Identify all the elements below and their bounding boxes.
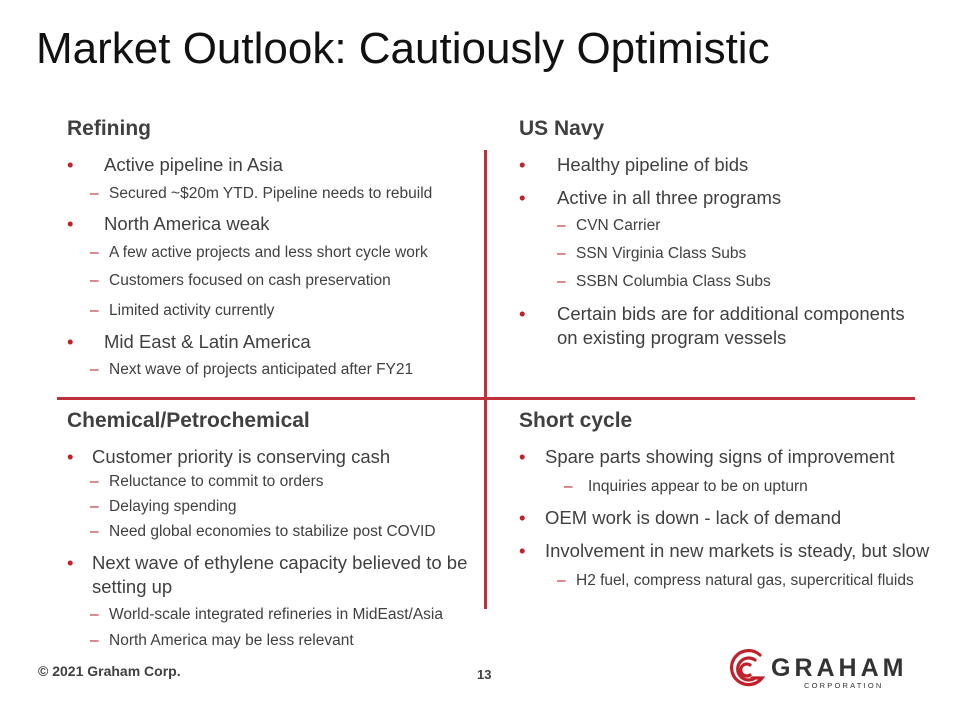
sub-item: – Limited activity currently: [90, 301, 477, 321]
quadrant-us-navy: US Navy • Healthy pipeline of bids • Act…: [519, 117, 939, 350]
logo-wordmark: GRAHAM: [771, 654, 908, 682]
sub-text: North America may be less relevant: [109, 632, 354, 649]
quadrant-heading: Chemical/Petrochemical: [67, 409, 310, 432]
bullet-marker: •: [67, 446, 74, 467]
bullet-item: • Spare parts showing signs of improveme…: [519, 445, 959, 469]
dash-marker: –: [90, 606, 99, 623]
sub-item: – SSBN Columbia Class Subs: [557, 272, 939, 292]
bullet-item: • Mid East & Latin America: [67, 330, 477, 354]
bullet-item: • Certain bids are for additional compon…: [519, 302, 939, 350]
bullet-text: Involvement in new markets is steady, bu…: [545, 540, 930, 561]
bullet-text: North America weak: [104, 213, 270, 234]
bullet-marker: •: [67, 154, 74, 175]
dash-marker: –: [90, 361, 99, 378]
dash-marker: –: [557, 217, 566, 234]
bullet-item: • Healthy pipeline of bids: [519, 153, 939, 177]
bullet-marker: •: [519, 154, 526, 175]
bullet-marker: •: [519, 540, 526, 561]
bullet-text: Mid East & Latin America: [104, 331, 311, 352]
logo-subtitle: CORPORATION: [804, 681, 883, 690]
sub-text: World-scale integrated refineries in Mid…: [109, 606, 443, 623]
graham-logo: GRAHAM CORPORATION: [730, 649, 908, 690]
sub-text: CVN Carrier: [576, 217, 661, 234]
sub-item: – North America may be less relevant: [90, 631, 482, 651]
bullet-text: Spare parts showing signs of improvement: [545, 446, 895, 467]
bullet-item: • Customer priority is conserving cash: [67, 445, 482, 469]
dash-marker: –: [90, 632, 99, 649]
sub-text: Inquiries appear to be on upturn: [588, 478, 808, 495]
bullet-item: • OEM work is down - lack of demand: [519, 506, 959, 530]
sub-item: – World-scale integrated refineries in M…: [90, 605, 482, 625]
slide-title: Market Outlook: Cautiously Optimistic: [36, 24, 770, 73]
sub-item: – CVN Carrier: [557, 216, 939, 236]
bullet-marker: •: [67, 213, 74, 234]
sub-text: Reluctance to commit to orders: [109, 473, 324, 490]
sub-text: A few active projects and less short cyc…: [109, 244, 428, 261]
bullet-text-line: Next wave of ethylene capacity believed …: [92, 552, 468, 573]
bullet-item: • Next wave of ethylene capacity believe…: [67, 551, 482, 599]
sub-item: – Next wave of projects anticipated afte…: [90, 360, 477, 380]
bullet-text: Healthy pipeline of bids: [557, 154, 749, 175]
dash-marker: –: [564, 478, 573, 495]
quadrant-heading: Short cycle: [519, 409, 633, 432]
sub-text: Customers focused on cash preservation: [109, 272, 391, 289]
sub-item: – Delaying spending: [90, 497, 482, 517]
sub-item: – Need global economies to stabilize pos…: [90, 522, 482, 542]
dash-marker: –: [557, 273, 566, 290]
bullet-marker: •: [519, 303, 526, 324]
dash-marker: –: [557, 572, 566, 589]
bullet-item: • Involvement in new markets is steady, …: [519, 539, 959, 563]
quadrant-heading: Refining: [67, 117, 151, 140]
bullet-text-line: setting up: [92, 576, 173, 597]
dash-marker: –: [90, 498, 99, 515]
sub-item: – Inquiries appear to be on upturn: [564, 477, 959, 497]
sub-item: – Secured ~$20m YTD. Pipeline needs to r…: [90, 184, 477, 204]
sub-item: – Reluctance to commit to orders: [90, 472, 482, 492]
bullet-text: OEM work is down - lack of demand: [545, 507, 842, 528]
sub-text: Need global economies to stabilize post …: [109, 523, 436, 540]
quadrant-horizontal-divider: [57, 397, 915, 400]
quadrant-vertical-divider: [484, 150, 487, 609]
sub-text: Secured ~$20m YTD. Pipeline needs to reb…: [109, 185, 433, 202]
sub-text: Delaying spending: [109, 498, 237, 515]
footer-copyright: © 2021 Graham Corp.: [38, 663, 181, 679]
sub-text: SSN Virginia Class Subs: [576, 245, 747, 262]
dash-marker: –: [90, 523, 99, 540]
quadrant-refining: Refining • Active pipeline in Asia – Sec…: [67, 117, 477, 380]
bullet-item: • North America weak: [67, 212, 477, 236]
dash-marker: –: [557, 245, 566, 262]
sub-item: – A few active projects and less short c…: [90, 243, 477, 263]
sub-item: – SSN Virginia Class Subs: [557, 244, 939, 264]
graham-swirl-icon: [730, 649, 766, 687]
sub-text: Next wave of projects anticipated after …: [109, 361, 414, 378]
dash-marker: –: [90, 244, 99, 261]
bullet-text: Customer priority is conserving cash: [92, 446, 391, 467]
bullet-item: • Active in all three programs: [519, 186, 939, 210]
bullet-text-line: Certain bids are for additional componen…: [557, 303, 905, 324]
page-number: 13: [477, 667, 492, 682]
sub-text: Limited activity currently: [109, 302, 275, 319]
dash-marker: –: [90, 302, 99, 319]
sub-text: H2 fuel, compress natural gas, supercrit…: [576, 572, 914, 589]
bullet-text-line: on existing program vessels: [557, 327, 787, 348]
bullet-text: Active in all three programs: [557, 187, 782, 208]
sub-item: – Customers focused on cash preservation: [90, 271, 477, 291]
bullet-marker: •: [519, 446, 526, 467]
bullet-marker: •: [519, 507, 526, 528]
quadrant-short-cycle: Short cycle • Spare parts showing signs …: [519, 409, 959, 591]
sub-text: SSBN Columbia Class Subs: [576, 273, 771, 290]
sub-item: – H2 fuel, compress natural gas, supercr…: [557, 571, 959, 591]
bullet-marker: •: [519, 187, 526, 208]
dash-marker: –: [90, 272, 99, 289]
bullet-item: • Active pipeline in Asia: [67, 153, 477, 177]
bullet-marker: •: [67, 331, 74, 352]
bullet-text: Active pipeline in Asia: [104, 154, 283, 175]
dash-marker: –: [90, 473, 99, 490]
bullet-marker: •: [67, 552, 74, 573]
quadrant-chemical-petrochemical: Chemical/Petrochemical • Customer priori…: [67, 409, 482, 651]
dash-marker: –: [90, 185, 99, 202]
quadrant-heading: US Navy: [519, 117, 605, 140]
